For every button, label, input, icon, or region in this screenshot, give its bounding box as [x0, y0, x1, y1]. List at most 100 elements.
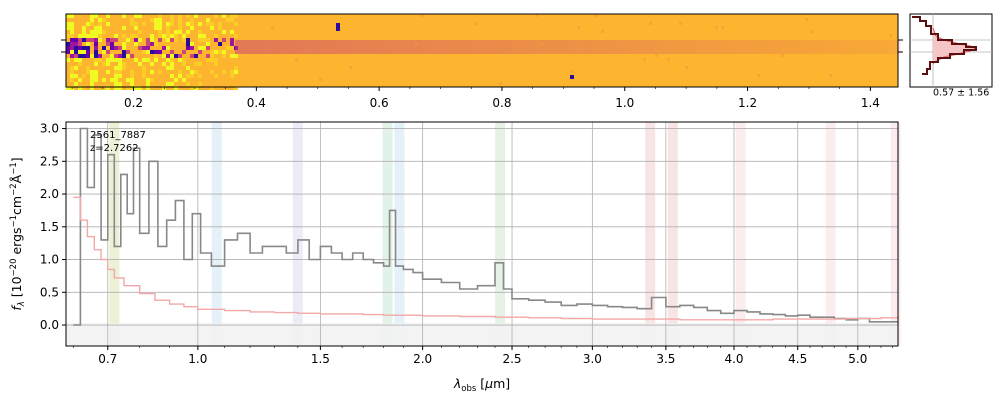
- heatmap-cell: [138, 82, 142, 86]
- heatmap-cell: [94, 14, 98, 18]
- heatmap-cell: [202, 50, 206, 54]
- heatmap-cell: [186, 38, 190, 42]
- heatmap-cell: [178, 22, 182, 26]
- heatmap-cell: [90, 58, 94, 62]
- heatmap-cell: [150, 22, 154, 26]
- heatmap-cell: [154, 22, 158, 26]
- y-tick-label: 1.0: [40, 253, 59, 267]
- heatmap-cell: [226, 86, 230, 90]
- trace-segment: [499, 40, 505, 54]
- heatmap-cell: [190, 78, 194, 82]
- heatmap-cell: [78, 78, 82, 82]
- heatmap-cell: [186, 14, 190, 18]
- trace-segment: [421, 40, 427, 54]
- heatmap-cell: [222, 74, 226, 78]
- heatmap-cell: [182, 30, 186, 34]
- heatmap-cell: [222, 22, 226, 26]
- heatmap-cell: [66, 22, 70, 26]
- heatmap-cell: [234, 58, 238, 62]
- heatmap-cell: [82, 38, 86, 42]
- heatmap-cell: [174, 82, 178, 86]
- trace-segment: [637, 40, 643, 54]
- heatmap-cell: [154, 18, 158, 22]
- heatmap-cell: [206, 38, 210, 42]
- heatmap-cell: [178, 26, 182, 30]
- trace-segment: [751, 40, 757, 54]
- heatmap-cell: [70, 58, 74, 62]
- heatmap-cell: [190, 30, 194, 34]
- noise-pixel: [319, 78, 322, 81]
- heatmap-cell: [102, 78, 106, 82]
- heatmap-cell: [122, 38, 126, 42]
- heatmap-cell: [194, 70, 198, 74]
- heatmap-cell: [110, 26, 114, 30]
- heatmap-cell: [130, 86, 134, 90]
- heatmap-cell: [98, 78, 102, 82]
- heatmap-cell: [210, 46, 214, 50]
- heatmap-cell: [222, 86, 226, 90]
- trace-segment: [703, 40, 709, 54]
- heatmap-cell: [174, 62, 178, 66]
- heatmap-cell: [102, 82, 106, 86]
- spectrum-2d-tick-label: 0.4: [247, 96, 266, 110]
- trace-segment: [871, 40, 877, 54]
- heatmap-cell: [110, 22, 114, 26]
- trace-segment: [853, 40, 859, 54]
- heatmap-cell: [222, 46, 226, 50]
- heatmap-cell: [102, 50, 106, 54]
- heatmap-cell: [186, 70, 190, 74]
- heatmap-cell: [90, 46, 94, 50]
- heatmap-cell: [66, 42, 70, 46]
- heatmap-cell: [90, 34, 94, 38]
- trace-segment: [415, 40, 421, 54]
- heatmap-cell: [122, 26, 126, 30]
- heatmap-cell: [170, 22, 174, 26]
- heatmap-cell: [218, 74, 222, 78]
- heatmap-cell: [162, 30, 166, 34]
- heatmap-cell: [202, 70, 206, 74]
- heatmap-cell: [106, 62, 110, 66]
- heatmap-cell: [198, 54, 202, 58]
- heatmap-cell: [178, 58, 182, 62]
- heatmap-cell: [78, 74, 82, 78]
- spectrum-2d-panel: 0.2 0.4 0.6 0.8 1.0 1.2 1.4: [61, 13, 903, 110]
- heatmap-cell: [118, 34, 122, 38]
- heatmap-cell: [82, 50, 86, 54]
- x-tick-label: 3.0: [583, 352, 602, 366]
- heatmap-cell: [182, 34, 186, 38]
- heatmap-cell: [198, 14, 202, 18]
- heatmap-cell: [190, 82, 194, 86]
- heatmap-cell: [70, 82, 74, 86]
- heatmap-cell: [74, 30, 78, 34]
- trace-segment: [397, 40, 403, 54]
- heatmap-cell: [158, 46, 162, 50]
- heatmap-cell: [186, 58, 190, 62]
- heatmap-cell: [166, 62, 170, 66]
- heatmap-cell: [158, 34, 162, 38]
- heatmap-cell: [158, 62, 162, 66]
- heatmap-cell: [130, 22, 134, 26]
- heatmap-cell: [186, 42, 190, 46]
- spectrum-line: [73, 127, 898, 326]
- heatmap-cell: [150, 66, 154, 70]
- heatmap-cell: [206, 26, 210, 30]
- heatmap-cell: [138, 30, 142, 34]
- heatmap-cell: [74, 66, 78, 70]
- heatmap-cell: [70, 66, 74, 70]
- heatmap-cell: [134, 70, 138, 74]
- heatmap-cell: [110, 46, 114, 50]
- heatmap-cell: [94, 38, 98, 42]
- heatmap-cell: [106, 34, 110, 38]
- y-axis-label: fλ [10−20 ergs−1cm−2Å−1]: [9, 157, 27, 310]
- heatmap-cell: [150, 50, 154, 54]
- heatmap-cell: [230, 26, 234, 30]
- heatmap-cell: [138, 66, 142, 70]
- heatmap-cell: [102, 30, 106, 34]
- heatmap-cell: [86, 70, 90, 74]
- heatmap-cell: [206, 50, 210, 54]
- trace-segment: [553, 40, 559, 54]
- heatmap-cell: [122, 34, 126, 38]
- heatmap-cell: [182, 58, 186, 62]
- heatmap-cell: [158, 78, 162, 82]
- heatmap-cell: [222, 34, 226, 38]
